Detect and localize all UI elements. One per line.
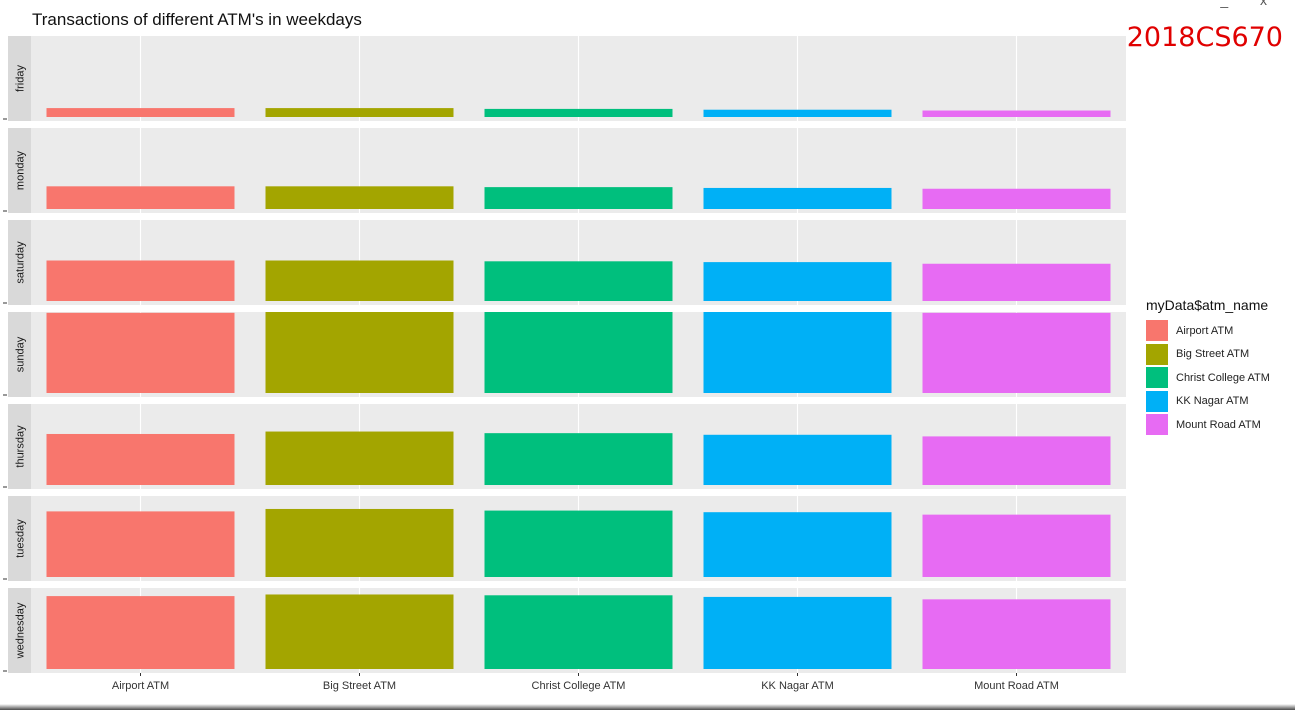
watermark-text: 2018CS670 xyxy=(1126,22,1283,53)
bar xyxy=(46,260,235,301)
x-tick-label: Christ College ATM xyxy=(532,680,626,692)
legend-label: Mount Road ATM xyxy=(1176,418,1261,431)
legend-item: KK Nagar ATM xyxy=(1146,390,1270,414)
bar xyxy=(46,108,235,117)
bar xyxy=(265,312,454,393)
legend-key xyxy=(1146,414,1168,436)
legend-label: Airport ATM xyxy=(1176,324,1234,337)
facet-strip xyxy=(8,36,31,121)
legend: myData$atm_name Airport ATM Big Street A… xyxy=(1146,297,1270,437)
facet-strip xyxy=(8,220,31,305)
bar xyxy=(922,436,1111,485)
legend-title: myData$atm_name xyxy=(1146,297,1269,313)
bar xyxy=(922,263,1111,301)
bar xyxy=(484,312,673,393)
bar xyxy=(922,110,1111,117)
x-tick-label: Airport ATM xyxy=(112,680,169,692)
bar xyxy=(922,599,1111,669)
bar xyxy=(46,186,235,209)
bar xyxy=(265,431,454,485)
bar xyxy=(484,187,673,209)
bar xyxy=(484,108,673,117)
x-tick-label: Mount Road ATM xyxy=(974,680,1059,692)
legend-key xyxy=(1146,320,1168,342)
legend-key xyxy=(1146,343,1168,365)
bar xyxy=(703,596,892,669)
bar xyxy=(46,596,235,669)
bar xyxy=(265,508,454,577)
facet-strip xyxy=(8,404,31,489)
bar xyxy=(703,434,892,485)
window-controls[interactable]: _ x xyxy=(1220,0,1281,8)
facet-strip xyxy=(8,312,31,397)
facet-strip xyxy=(8,496,31,581)
legend-key xyxy=(1146,390,1168,412)
bar xyxy=(703,109,892,117)
bar xyxy=(265,260,454,301)
bar xyxy=(703,312,892,393)
bar xyxy=(922,514,1111,577)
facet-strip-label: saturday xyxy=(15,241,27,284)
bar xyxy=(703,512,892,577)
legend-item: Mount Road ATM xyxy=(1146,413,1270,437)
x-tick-label: Big Street ATM xyxy=(323,680,396,692)
legend-item: Big Street ATM xyxy=(1146,343,1270,367)
bar xyxy=(703,187,892,209)
window-bottom-edge xyxy=(0,704,1295,710)
bar xyxy=(922,188,1111,209)
facet-strip xyxy=(8,128,31,213)
legend-item: Christ College ATM xyxy=(1146,366,1270,390)
facet-strip-label: monday xyxy=(15,150,27,190)
x-tick-label: KK Nagar ATM xyxy=(761,680,834,692)
bar xyxy=(484,595,673,669)
legend-label: Christ College ATM xyxy=(1176,371,1270,384)
bar xyxy=(46,511,235,577)
bar xyxy=(484,261,673,301)
bar xyxy=(484,433,673,485)
legend-label: Big Street ATM xyxy=(1176,348,1250,361)
facet-strip-label: thursday xyxy=(15,425,27,468)
bar xyxy=(484,510,673,577)
facet-strip-label: wednesday xyxy=(15,602,27,659)
bar xyxy=(46,433,235,485)
bar xyxy=(265,186,454,209)
legend-label: KK Nagar ATM xyxy=(1176,395,1249,408)
bar xyxy=(265,594,454,669)
bar xyxy=(922,312,1111,393)
legend-key xyxy=(1146,367,1168,389)
facet-strip-label: sunday xyxy=(15,336,27,372)
chart-title: Transactions of different ATM's in weekd… xyxy=(32,10,362,29)
bar xyxy=(265,108,454,117)
legend-item: Airport ATM xyxy=(1146,319,1270,343)
facet-strip-label: friday xyxy=(15,65,27,92)
facet-strip-label: tuesday xyxy=(15,519,27,558)
facet-strip xyxy=(8,588,31,673)
bar xyxy=(703,262,892,301)
bar xyxy=(46,312,235,393)
